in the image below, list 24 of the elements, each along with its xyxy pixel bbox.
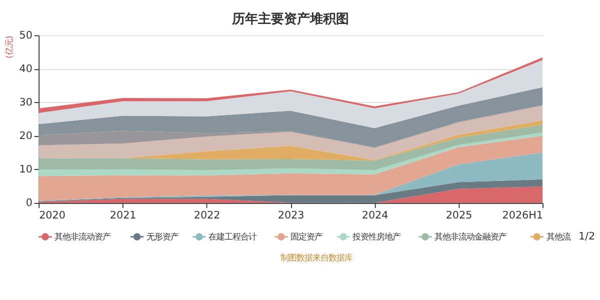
legend-label: 无形资产 — [146, 232, 178, 242]
legend-label: 固定资产 — [290, 232, 323, 242]
y-tick-label: 50 — [19, 30, 32, 42]
text: 制图数据来自数据库 — [280, 252, 352, 262]
x-tick-label: 2023 — [278, 209, 304, 222]
x-tick-label: 2020 — [39, 209, 66, 222]
legend-label: 其他流 — [546, 232, 570, 242]
legend-label: 在建工程合计 — [208, 232, 257, 242]
legend-label: 其他非流动资产 — [54, 232, 111, 242]
y-tick-label: 40 — [19, 63, 32, 76]
y-axis-title: (亿元) — [4, 36, 14, 58]
y-tick-label: 30 — [19, 96, 32, 109]
x-tick-label: 2026H1 — [502, 209, 544, 222]
y-tick-label: 10 — [19, 164, 32, 176]
x-tick-label: 2022 — [194, 209, 220, 222]
legend-label: 其他非流动金融资产 — [434, 232, 507, 242]
legend-label: 投资性房地产 — [352, 232, 401, 242]
x-tick-label: 2025 — [446, 209, 472, 222]
x-tick-label: 2021 — [110, 209, 136, 222]
x-tick-label: 2024 — [362, 209, 389, 222]
text: 1/2 — [578, 230, 596, 243]
y-tick-label: 0 — [26, 197, 32, 210]
y-tick-label: 20 — [19, 130, 32, 142]
chart-title: 历年主要资产堆积图 — [231, 11, 350, 27]
